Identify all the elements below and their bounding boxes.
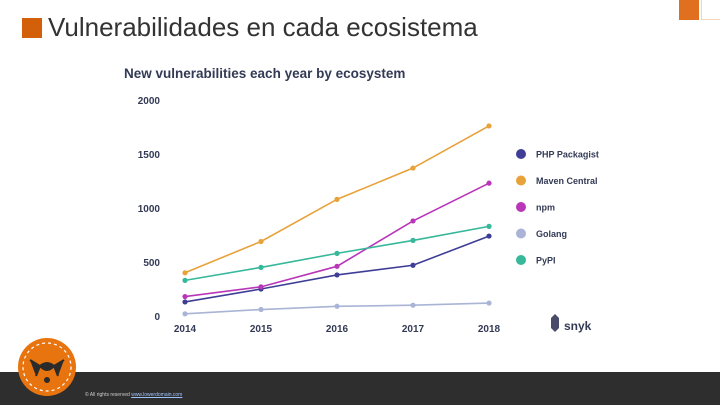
chart-title: New vulnerabilities each year by ecosyst… xyxy=(124,66,405,81)
legend-swatch xyxy=(516,228,526,239)
data-point xyxy=(410,262,416,268)
legend-label: PyPI xyxy=(536,256,556,266)
y-tick-label: 1000 xyxy=(138,204,161,215)
data-point xyxy=(182,311,188,317)
legend-swatch xyxy=(516,149,526,159)
legend-swatch xyxy=(516,175,526,186)
footer-copyright: © All rights reserved xyxy=(85,392,130,398)
legend-swatch xyxy=(516,255,526,265)
footer-bar xyxy=(0,372,720,405)
footer-link[interactable]: www.lowerdomain.com xyxy=(131,392,183,398)
data-point xyxy=(410,218,416,224)
y-tick-label: 1500 xyxy=(138,150,161,161)
data-point xyxy=(258,264,264,270)
data-point xyxy=(486,223,492,229)
data-point xyxy=(182,299,188,305)
data-point xyxy=(258,238,264,245)
data-point xyxy=(486,233,492,239)
data-point xyxy=(182,293,188,300)
data-point xyxy=(258,306,264,313)
x-tick-label: 2016 xyxy=(326,324,349,335)
legend-label: Golang xyxy=(536,229,567,239)
x-tick-label: 2015 xyxy=(250,324,273,335)
legend-label: PHP Packagist xyxy=(536,150,599,160)
x-tick-label: 2017 xyxy=(402,324,425,335)
data-point xyxy=(258,284,264,290)
line-chart: New vulnerabilities each year by ecosyst… xyxy=(124,66,599,335)
data-point xyxy=(410,165,416,171)
data-point xyxy=(486,123,492,129)
data-point xyxy=(334,196,340,202)
legend-label: Maven Central xyxy=(536,176,598,186)
data-point xyxy=(182,270,188,276)
corner-decoration xyxy=(679,0,699,20)
legend-swatch xyxy=(516,202,526,212)
corner-decoration-outline xyxy=(701,0,720,20)
logo-icon xyxy=(18,338,76,396)
x-tick-label: 2014 xyxy=(174,324,197,335)
data-point xyxy=(486,180,492,186)
data-point xyxy=(486,300,492,306)
y-tick-label: 0 xyxy=(154,312,160,323)
data-point xyxy=(334,303,340,309)
slide-title: Vulnerabilidades en cada ecosistema xyxy=(48,12,478,42)
snyk-dog-icon xyxy=(551,314,559,332)
y-tick-label: 2000 xyxy=(138,96,161,107)
series-line xyxy=(184,235,490,303)
data-point xyxy=(334,263,340,269)
footer-text: © All rights reserved www.lowerdomain.co… xyxy=(85,392,182,398)
title-bullet-square xyxy=(22,18,42,38)
legend-label: npm xyxy=(536,203,555,213)
data-point xyxy=(182,277,188,283)
y-tick-label: 500 xyxy=(143,258,160,269)
data-point xyxy=(410,302,416,308)
brand-label: snyk xyxy=(564,319,592,333)
data-point xyxy=(334,250,340,256)
data-point xyxy=(334,272,340,278)
x-tick-label: 2018 xyxy=(478,324,501,335)
data-point xyxy=(410,237,416,243)
